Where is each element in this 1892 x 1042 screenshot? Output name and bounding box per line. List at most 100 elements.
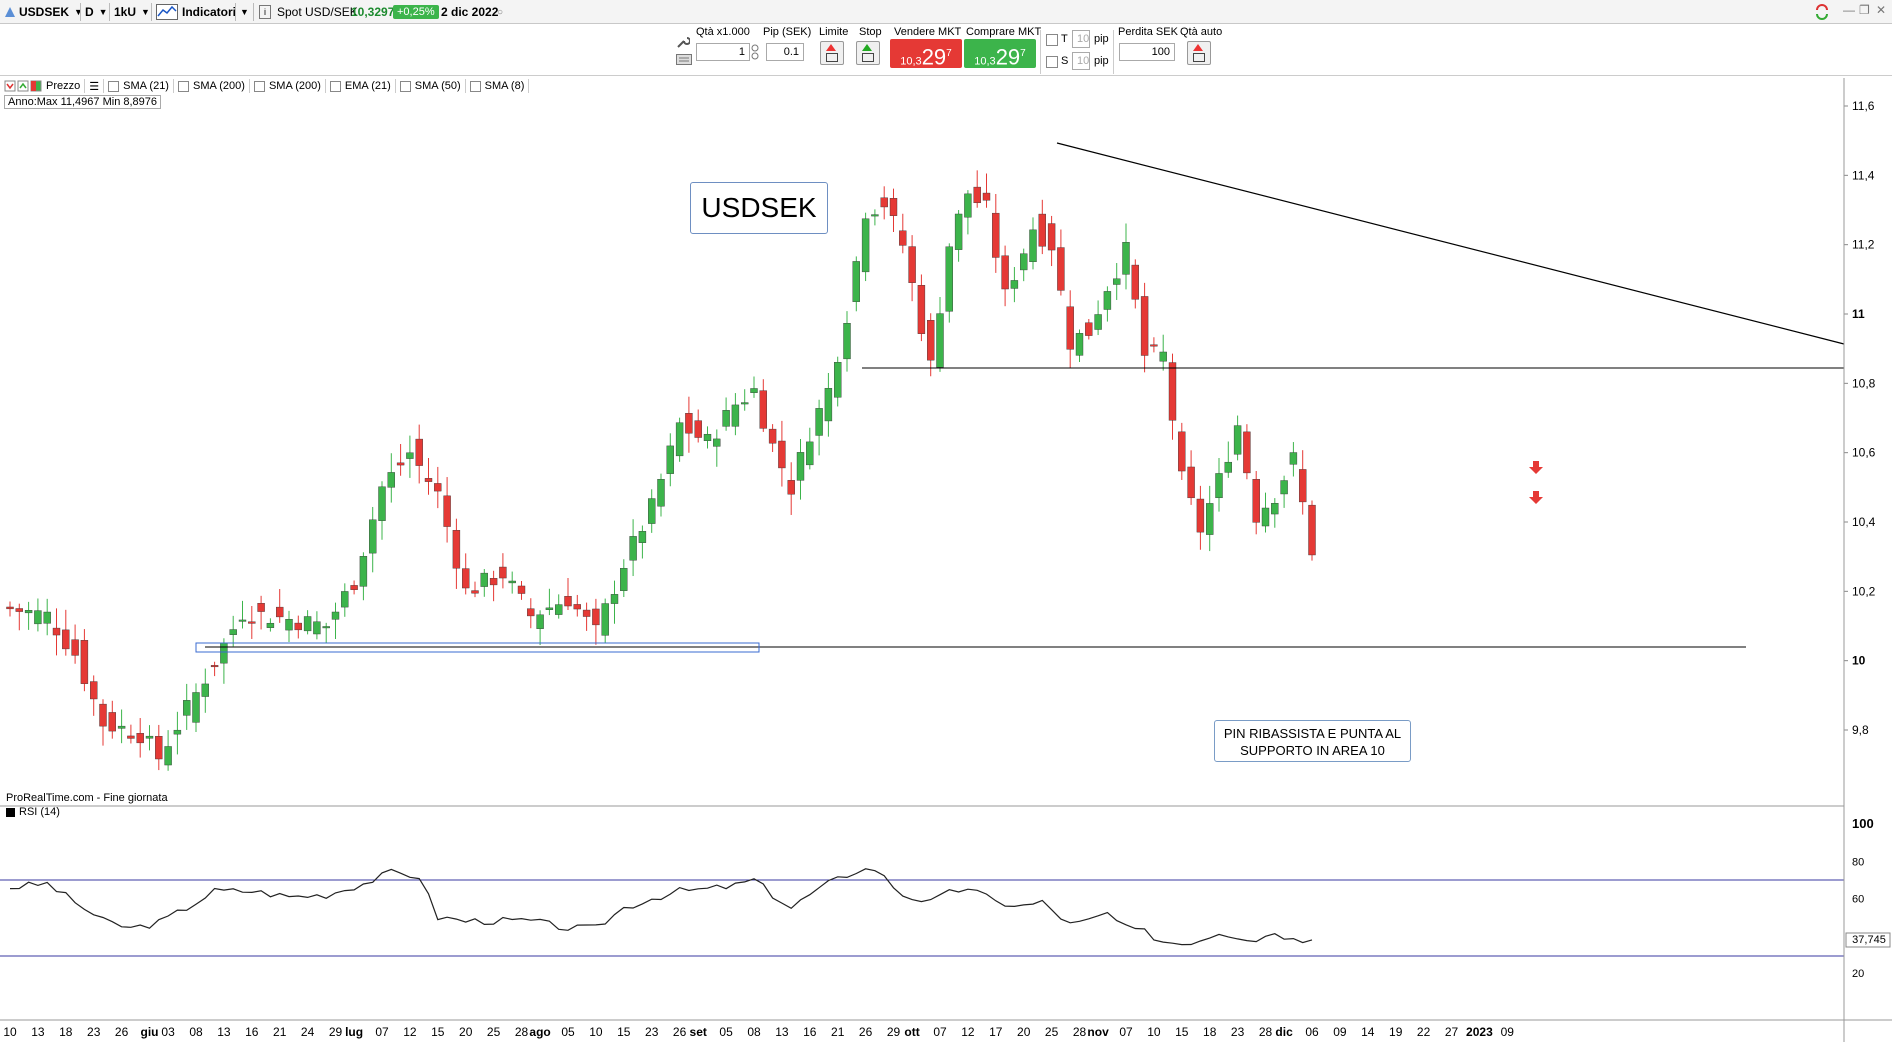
auto-qty-button[interactable] [1187,41,1211,65]
candle-body [1252,479,1260,523]
candle-body [648,498,656,524]
indicator-sma-200-b[interactable]: SMA (200) [250,79,326,93]
candle-body [806,441,814,466]
price-tools-icon [4,80,42,92]
info-icon: i [259,5,271,19]
rsi-legend[interactable]: RSI (14) [6,806,60,818]
indicator-checkbox[interactable] [253,80,265,92]
price-tick-label: 10,8 [1852,376,1876,390]
buy-price-sup: 7 [1020,48,1026,59]
minimize-button[interactable]: — [1843,3,1855,17]
order-tool-button[interactable] [676,35,691,52]
date-tick-label: 26 [859,1025,873,1039]
descending-trendline [1056,142,1845,345]
price-legend-label: Prezzo [46,80,81,92]
indicator-checkbox[interactable] [469,80,481,92]
chevron-down-button[interactable]: ▼ [240,2,249,22]
buy-market-button[interactable]: 10,3297 [964,39,1036,69]
candle-body [1038,213,1047,247]
indicator-checkbox[interactable] [399,80,411,92]
price-tick-label: 11,4 [1852,168,1875,182]
t-checkbox[interactable] [1046,34,1058,46]
date-tick-label: 16 [803,1025,817,1039]
s-checkbox[interactable] [1046,56,1058,68]
date-tick-label: 05 [719,1025,733,1039]
date-tick-label: lug [345,1025,363,1039]
indicator-sma-200-a[interactable]: SMA (200) [174,79,250,93]
loss-input[interactable]: 100 [1119,43,1175,61]
candle-body [1010,280,1019,289]
indicator-sma-21[interactable]: SMA (21) [104,79,174,93]
date-tick-label: 13 [217,1025,231,1039]
price-tick-label: 10 [1852,654,1866,668]
rsi-tick-label: 100 [1852,816,1874,831]
candle-body [741,402,749,405]
sell-market-button[interactable]: 10,3297 [890,39,962,69]
indicator-checkbox[interactable] [177,80,189,92]
indicator-ema-21[interactable]: EMA (21) [326,79,396,93]
limit-order-button[interactable] [820,41,844,65]
indicator-checkbox[interactable] [329,80,341,92]
close-button[interactable]: ✕ [1876,3,1887,17]
restore-button[interactable]: ❐ [1859,3,1870,17]
price-legend[interactable]: Prezzo [0,79,86,93]
qty-stepper[interactable] [751,43,759,61]
candle-body [1233,425,1242,455]
pip-input[interactable]: 0.1 [766,43,804,61]
candle-body [1159,351,1167,362]
candle-body [80,640,89,684]
candle-body [192,692,200,723]
candle-body [666,445,674,474]
indicator-checkbox[interactable] [108,80,120,92]
support-zone-box [195,642,760,653]
date-tick-label: ott [904,1025,919,1039]
units-label: 1kU [114,5,137,19]
date-tick-label: 20 [459,1025,473,1039]
symbol-selector[interactable]: USDSEK ▼ [19,2,83,22]
last-price: 10,3297 [351,5,395,19]
candle-body [489,578,498,586]
qty-input[interactable]: 1 [696,43,750,61]
candle-body [462,568,470,589]
date-tick-label: 26 [673,1025,687,1039]
candle-body [1029,229,1037,263]
date-tick-label: 14 [1361,1025,1375,1039]
price-tick-label: 10,2 [1852,584,1876,598]
limit-label: Limite [819,26,849,38]
info-button[interactable]: i [259,2,271,22]
refresh-button[interactable] [1814,2,1830,22]
timeframe-selector[interactable]: D ▼ [85,2,108,22]
candle-body [322,626,330,629]
chart-note-box[interactable]: PIN RIBASSISTA E PUNTA AL SUPPORTO IN AR… [1214,720,1411,762]
candle-body [229,629,237,635]
candle-body [1168,362,1177,421]
candle-body [527,608,535,617]
list-icon[interactable]: ☰ [85,79,105,93]
candle-body [917,285,926,334]
candle-body [1308,504,1316,556]
candle-body [99,703,107,727]
indicator-sma-8[interactable]: SMA (8) [466,79,530,93]
candle-body [164,746,172,766]
candle-body [434,483,442,492]
s-input[interactable]: 10 [1072,52,1090,70]
t-input[interactable]: 10 [1072,30,1090,48]
candle-body [824,388,833,422]
keyboard-button[interactable] [676,54,692,68]
price-y-axis: 11,6 11,4 11,2 11 10,8 10,6 10,4 10,2 10 9,8 [1844,99,1876,737]
loss-label: Perdita SEK [1118,26,1178,38]
candle-body [582,609,591,617]
date-tick-label: giu [141,1025,159,1039]
candle-body [1112,278,1121,285]
stop-order-button[interactable] [856,41,880,65]
candle-body [350,585,358,590]
candle-body [155,736,163,760]
indicator-sma-50[interactable]: SMA (50) [396,79,466,93]
candle-body [1131,264,1140,300]
stop-order-icon [862,44,872,51]
chart-title-box[interactable]: USDSEK [690,182,828,234]
indicators-button[interactable]: Indicatori [156,2,236,22]
candle-body [1224,461,1233,473]
units-selector[interactable]: 1kU ▼ [114,2,150,22]
